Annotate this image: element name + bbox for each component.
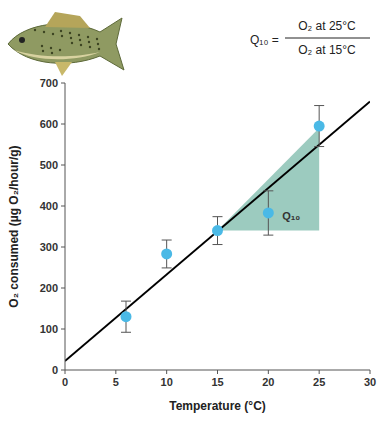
- fish-spot: [87, 36, 89, 38]
- error-cap: [121, 332, 131, 333]
- error-cap: [121, 301, 131, 302]
- x-tick: [319, 370, 320, 374]
- error-cap: [314, 146, 324, 147]
- error-bar: [162, 240, 172, 268]
- fish-spot: [89, 46, 91, 48]
- fish-spot: [79, 39, 81, 41]
- error-bar: [314, 106, 324, 147]
- error-cap: [263, 190, 273, 191]
- x-tick-label: 5: [113, 376, 119, 388]
- y-tick-label: 700: [40, 77, 58, 89]
- formula-bar: [285, 38, 370, 39]
- fish-spot: [61, 35, 63, 37]
- y-tick-label: 0: [52, 364, 58, 376]
- plot-area: [65, 101, 370, 361]
- fish-spot: [59, 49, 61, 51]
- y-tick: [61, 206, 65, 207]
- data-point: [212, 225, 223, 236]
- fish-spot: [51, 52, 53, 54]
- y-tick: [61, 83, 65, 84]
- x-tick: [115, 370, 116, 374]
- fish-spot: [80, 44, 82, 46]
- fish-spot: [98, 48, 100, 50]
- fish-fin: [55, 62, 72, 76]
- fish-spot: [69, 32, 71, 34]
- data-point: [161, 248, 172, 259]
- error-cap: [162, 240, 172, 241]
- q10-label: Q₁₀: [282, 210, 300, 222]
- x-tick: [268, 370, 269, 374]
- fish-spot: [50, 47, 52, 49]
- x-tick: [217, 370, 218, 374]
- fish-eye: [19, 37, 25, 43]
- y-tick: [61, 247, 65, 248]
- y-tick-label: 200: [40, 282, 58, 294]
- y-tick-label: 100: [40, 323, 58, 335]
- fish-spot: [71, 42, 73, 44]
- fish-illustration: [8, 12, 124, 76]
- error-cap: [162, 267, 172, 268]
- data-point: [121, 311, 132, 322]
- y-tick-label: 400: [40, 200, 58, 212]
- error-bar: [263, 191, 273, 235]
- error-cap: [213, 244, 223, 245]
- y-axis: [65, 83, 66, 370]
- fish-spot: [88, 41, 90, 43]
- fish-spot: [43, 31, 45, 33]
- y-tick-label: 600: [40, 118, 58, 130]
- x-tick: [370, 370, 371, 374]
- error-cap: [314, 105, 324, 106]
- error-cap: [263, 235, 273, 236]
- fish-spot: [70, 37, 72, 39]
- error-bar: [213, 217, 223, 245]
- fish-spot: [41, 45, 43, 47]
- x-tick-label: 25: [313, 376, 325, 388]
- fish-spot: [97, 43, 99, 45]
- fish-spot: [42, 50, 44, 52]
- chart: Q₁₀ = O₂ at 25°C O₂ at 15°C Q₁₀ 0 5 10 15 20 25 30…: [0, 0, 384, 422]
- fish-spot: [78, 34, 80, 36]
- formula-numerator: O₂ at 25°C: [298, 19, 356, 33]
- x-axis-title: Temperature (°C): [169, 399, 266, 413]
- y-tick: [61, 124, 65, 125]
- x-tick: [65, 370, 66, 374]
- fish-spot: [60, 30, 62, 32]
- y-tick-label: 300: [40, 241, 58, 253]
- y-axis-title: O₂ consumed (µg O₂/hour/g): [7, 145, 21, 307]
- y-tick: [61, 329, 65, 330]
- x-tick-label: 0: [62, 376, 68, 388]
- fish-belly: [14, 50, 100, 59]
- error-bar: [121, 301, 131, 332]
- data-point: [314, 121, 325, 132]
- data-point: [263, 207, 274, 218]
- fish-spot: [96, 38, 98, 40]
- fish-spot: [52, 33, 54, 35]
- x-tick-label: 10: [161, 376, 173, 388]
- x-tick-label: 30: [364, 376, 376, 388]
- fit-line: [65, 101, 370, 361]
- formula-denominator: O₂ at 15°C: [298, 43, 356, 57]
- x-tick-label: 15: [211, 376, 223, 388]
- y-tick: [61, 165, 65, 166]
- error-cap: [213, 216, 223, 217]
- fish-fin: [45, 12, 90, 28]
- y-tick: [61, 288, 65, 289]
- formula-lhs: Q₁₀ =: [250, 33, 279, 47]
- y-tick-label: 500: [40, 159, 58, 171]
- x-tick-label: 20: [262, 376, 274, 388]
- fish-spot: [34, 29, 36, 31]
- q10-region: [218, 128, 320, 231]
- y-tick: [61, 370, 65, 371]
- x-tick: [166, 370, 167, 374]
